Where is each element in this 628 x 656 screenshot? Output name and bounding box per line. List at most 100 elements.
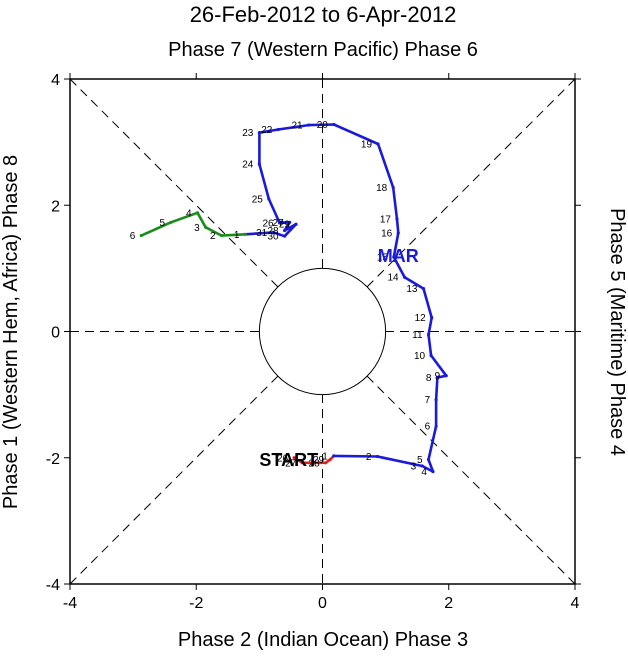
data-point bbox=[430, 316, 434, 320]
data-point bbox=[434, 424, 438, 428]
day-label: 5 bbox=[417, 455, 423, 466]
data-point bbox=[292, 456, 296, 460]
day-label: 30 bbox=[268, 232, 280, 243]
day-label: 26 bbox=[262, 218, 274, 229]
x-tick-label: 0 bbox=[318, 595, 327, 612]
phase-guide-lines bbox=[69, 78, 576, 585]
data-point bbox=[375, 454, 380, 459]
data-point bbox=[243, 232, 248, 236]
data-point bbox=[204, 225, 208, 229]
day-label: 5 bbox=[159, 218, 165, 229]
data-point bbox=[328, 458, 332, 462]
data-point bbox=[267, 197, 271, 201]
day-label: 3 bbox=[194, 223, 200, 234]
y-tick-label: 2 bbox=[51, 198, 60, 215]
data-point bbox=[283, 228, 287, 233]
data-point bbox=[169, 220, 173, 224]
day-label: 12 bbox=[415, 313, 427, 324]
day-label: 23 bbox=[242, 128, 254, 139]
x-axis-label: Phase 2 (Indian Ocean) Phase 3 bbox=[178, 629, 468, 651]
x-tick-label: -2 bbox=[189, 595, 203, 612]
data-point bbox=[195, 211, 200, 215]
day-label: 8 bbox=[426, 373, 432, 384]
data-point bbox=[294, 222, 298, 226]
data-point bbox=[257, 131, 261, 135]
day-label: 10 bbox=[414, 351, 426, 362]
data-point bbox=[420, 464, 424, 468]
day-label: 6 bbox=[425, 422, 431, 433]
chart-subtitle: Phase 7 (Western Pacific) Phase 6 bbox=[168, 39, 478, 61]
day-label: 28 bbox=[309, 458, 321, 469]
month-label: MAR bbox=[378, 246, 419, 266]
y-tick-label: -4 bbox=[46, 577, 60, 594]
data-point bbox=[277, 221, 282, 225]
data-point bbox=[332, 454, 336, 458]
data-point bbox=[392, 255, 396, 259]
data-point bbox=[396, 231, 400, 235]
data-point bbox=[431, 470, 435, 474]
data-point bbox=[391, 185, 395, 190]
day-label: 7 bbox=[425, 395, 431, 406]
series-lines bbox=[139, 122, 448, 474]
day-label: 31 bbox=[256, 228, 268, 239]
y-tick-label: 4 bbox=[51, 72, 60, 89]
day-label: 22 bbox=[261, 125, 273, 136]
data-point bbox=[395, 217, 399, 221]
day-label: 27 bbox=[273, 218, 285, 229]
day-label: 11 bbox=[412, 330, 423, 341]
data-point bbox=[300, 461, 304, 465]
start-label: START bbox=[259, 450, 318, 470]
data-point bbox=[288, 220, 292, 224]
day-label: 25 bbox=[252, 194, 264, 205]
y-tick-label: -2 bbox=[46, 451, 60, 468]
day-label: 6 bbox=[130, 231, 136, 242]
day-label: 16 bbox=[381, 229, 393, 240]
day-label: 24 bbox=[242, 160, 254, 171]
day-label: 19 bbox=[361, 140, 373, 151]
data-point bbox=[435, 375, 439, 380]
day-label: 15 bbox=[377, 253, 389, 264]
data-point bbox=[332, 122, 336, 127]
data-point bbox=[426, 458, 431, 462]
data-point bbox=[402, 275, 407, 279]
x-tick-label: 4 bbox=[571, 595, 580, 612]
day-label: 29 bbox=[279, 220, 291, 231]
day-label: 2 bbox=[366, 452, 372, 463]
day-label: 3 bbox=[411, 461, 417, 472]
day-label: 13 bbox=[406, 284, 418, 295]
day-label: 20 bbox=[317, 120, 329, 131]
series-line-march bbox=[245, 123, 448, 473]
day-label: 18 bbox=[376, 183, 388, 194]
day-label: 2 bbox=[210, 231, 216, 242]
data-point bbox=[257, 162, 261, 166]
data-point bbox=[421, 286, 426, 291]
y-tick-label: 0 bbox=[51, 325, 60, 342]
data-point bbox=[444, 374, 448, 378]
day-label: 17 bbox=[380, 215, 392, 226]
data-point bbox=[276, 127, 280, 132]
unit-circle bbox=[258, 267, 387, 396]
day-label: 14 bbox=[387, 273, 399, 284]
day-label: 4 bbox=[421, 467, 427, 478]
month-labels: MAR bbox=[378, 246, 419, 266]
x-tick-label: -4 bbox=[63, 595, 77, 612]
day-label: 26 bbox=[277, 453, 289, 464]
day-label: 28 bbox=[268, 226, 280, 237]
day-label: 1 bbox=[322, 451, 328, 462]
data-point bbox=[283, 234, 287, 238]
data-point bbox=[376, 142, 380, 146]
right-axis-label: Phase 5 (Maritime) Phase 4 bbox=[606, 208, 628, 456]
day-label: 4 bbox=[186, 208, 192, 219]
data-point bbox=[271, 230, 275, 234]
chart-title: 26-Feb-2012 to 6-Apr-2012 bbox=[190, 2, 457, 27]
day-label: 27 bbox=[285, 458, 297, 469]
data-point bbox=[324, 461, 328, 465]
data-point bbox=[429, 353, 433, 358]
data-point bbox=[426, 333, 431, 337]
day-label: 9 bbox=[435, 371, 441, 382]
x-tick-label: 2 bbox=[444, 595, 453, 612]
day-label: 1 bbox=[234, 230, 240, 241]
